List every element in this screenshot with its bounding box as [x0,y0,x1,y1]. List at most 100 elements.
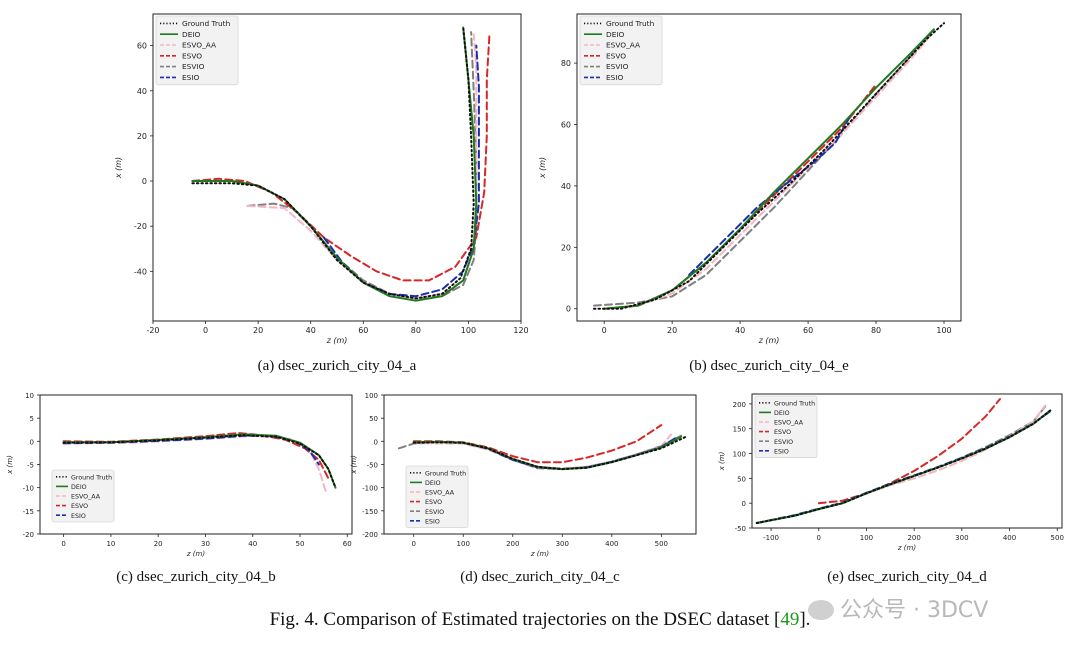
series-line-deio [62,433,337,489]
x-tick-label: 20 [253,326,263,335]
legend-label: DEIO [774,410,790,417]
x-tick-label: 300 [955,534,968,542]
x-tick-label: 40 [735,326,745,335]
x-axis-label: z (m) [326,336,348,345]
figure-caption-ref[interactable]: 49 [780,609,800,630]
x-tick-label: 80 [411,326,421,335]
x-tick-label: 200 [506,540,519,548]
x-tick-label: 120 [513,326,528,335]
legend-label: ESIO [774,448,789,455]
series-line-esvo [412,424,663,464]
legend-label: DEIO [71,484,87,491]
series-line-ground-truth [62,434,337,489]
series-line-esio [412,436,678,471]
legend-label: Ground Truth [182,19,231,28]
legend-label: ESVO_AA [425,490,455,497]
x-tick-label: 60 [803,326,813,335]
caption-c: (c) dsec_zurich_city_04_b [116,569,276,585]
caption-b: (b) dsec_zurich_city_04_e [689,358,849,374]
x-tick-label: 300 [556,540,569,548]
legend-box [405,465,469,528]
series-line-esio [62,434,320,466]
y-tick-label: 50 [737,475,746,483]
x-tick-label: -100 [763,534,779,542]
x-tick-label: 40 [306,326,316,335]
series-line-ground-truth [191,26,475,300]
x-tick-label: 200 [907,534,920,542]
legend-label: DEIO [425,480,441,487]
legend-box [579,15,663,86]
caption-e: (e) dsec_zurich_city_04_d [827,569,987,585]
y-tick-label: 20 [137,132,147,141]
legend-label: ESVO_AA [774,420,804,427]
y-tick-label: 50 [369,415,378,423]
series-line-ground-truth [412,435,688,471]
x-tick-label: 0 [411,540,415,548]
y-tick-label: 0 [742,500,746,508]
x-tick-label: 10 [106,540,115,548]
legend-label: ESIO [606,73,624,82]
y-tick-label: 10 [25,392,34,400]
x-tick-label: 40 [248,540,257,548]
legend-label: ESVIO [182,62,205,71]
x-tick-label: 100 [457,540,470,548]
y-tick-label: 0 [374,438,378,446]
x-tick-label: -20 [146,326,159,335]
series-line-esvio [755,405,1047,524]
x-tick-label: 100 [936,326,951,335]
x-tick-label: 60 [358,326,368,335]
x-tick-label: 80 [871,326,881,335]
series-line-deio [191,26,478,302]
y-tick-label: -10 [23,485,34,493]
legend-label: ESIO [71,513,86,520]
y-tick-label: 0 [30,438,34,446]
legend-label: DEIO [606,30,625,39]
y-tick-label: 200 [733,401,746,409]
y-tick-label: 100 [733,451,746,459]
legend-label: ESVO [606,51,626,60]
y-tick-label: -5 [27,462,34,470]
watermark-text: 公众号 · 3DCV [840,598,989,623]
series-line-deio [603,28,935,310]
legend-label: Ground Truth [774,400,815,407]
series-line-esvo-aa [412,433,673,470]
y-tick-label: 40 [137,87,147,96]
figure-caption: Fig. 4. Comparison of Estimated trajecto… [0,609,1080,631]
y-tick-label: 40 [561,182,571,191]
x-tick-label: 500 [655,540,668,548]
series-line-esvio [246,31,478,300]
legend-box [155,15,239,86]
plot-frame [152,13,522,322]
plot-frame [383,394,697,535]
legend-label: DEIO [182,30,201,39]
y-tick-label: 80 [561,59,571,68]
legend-label: ESVO_AA [606,41,640,50]
x-tick-label: 0 [203,326,208,335]
x-tick-label: 20 [154,540,163,548]
x-tick-label: 100 [461,326,476,335]
legend-label: ESVO [71,503,88,510]
series-line-esvo [603,83,877,310]
series-line-esvo-aa [865,404,1047,495]
y-tick-label: -100 [362,485,378,493]
legend-box [754,395,818,458]
x-tick-label: 100 [860,534,873,542]
y-tick-label: -150 [362,508,378,516]
legend-label: ESVIO [774,439,793,446]
legend-label: ESIO [182,73,200,82]
y-tick-label: 0 [142,177,147,186]
x-tick-label: 0 [817,534,821,542]
caption-a: (a) dsec_zurich_city_04_a [257,358,417,374]
series-line-esio [755,410,1052,524]
y-tick-label: -50 [735,525,746,533]
y-tick-label: 5 [30,415,34,423]
y-tick-label: -20 [134,222,147,231]
y-axis-label: x (m) [718,451,726,471]
x-tick-label: 0 [602,326,607,335]
y-axis-label: x (m) [114,157,123,179]
x-tick-label: 30 [201,540,210,548]
series-line-esio [322,44,480,298]
